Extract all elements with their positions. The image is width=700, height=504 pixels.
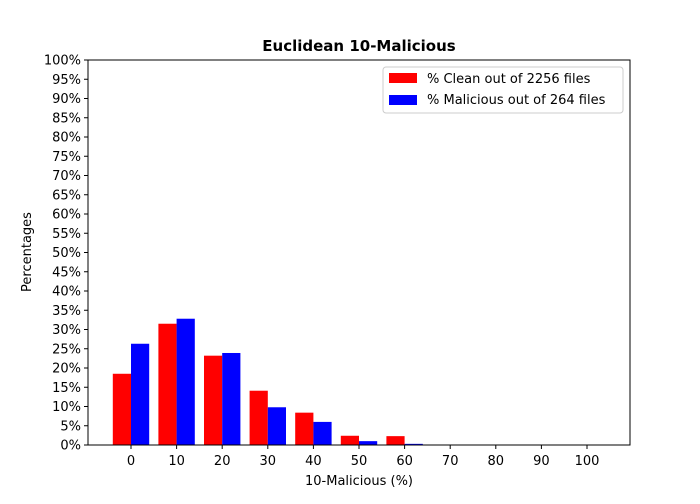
y-tick-label: 60% — [52, 208, 81, 223]
y-tick-label: 100% — [44, 54, 81, 69]
y-tick-label: 50% — [52, 246, 81, 261]
y-tick-label: 55% — [52, 227, 81, 242]
legend-label-malicious: % Malicious out of 264 files — [427, 93, 606, 108]
x-axis-label: 10-Malicious (%) — [305, 474, 413, 489]
y-tick-label: 25% — [52, 342, 81, 357]
y-tick-label: 85% — [52, 111, 81, 126]
x-tick-label: 30 — [260, 454, 277, 469]
x-tick-label: 60 — [396, 454, 413, 469]
y-tick-label: 95% — [52, 73, 81, 88]
y-tick-label: 10% — [52, 400, 81, 415]
x-tick-label: 70 — [442, 454, 459, 469]
x-tick-label: 0 — [127, 454, 135, 469]
legend-swatch-clean — [389, 73, 417, 83]
x-tick-label: 100 — [575, 454, 600, 469]
y-tick-label: 80% — [52, 131, 81, 146]
legend-label-clean: % Clean out of 2256 files — [427, 72, 591, 87]
bar-clean-30 — [249, 390, 268, 445]
y-tick-label: 5% — [60, 419, 81, 434]
bar-malicious-0 — [131, 343, 150, 445]
y-tick-label: 40% — [52, 285, 81, 300]
y-tick-label: 65% — [52, 188, 81, 203]
legend-swatch-malicious — [389, 95, 417, 105]
y-tick-label: 30% — [52, 323, 81, 338]
y-tick-label: 90% — [52, 92, 81, 107]
bar-clean-20 — [204, 355, 223, 445]
bar-malicious-20 — [222, 352, 241, 445]
x-tick-label: 90 — [533, 454, 550, 469]
legend: % Clean out of 2256 files % Malicious ou… — [382, 66, 624, 114]
bar-clean-10 — [158, 323, 177, 445]
bar-malicious-40 — [313, 421, 332, 445]
x-tick-label: 40 — [305, 454, 322, 469]
y-axis: 0% 5% 10% 15% 20% 25% 30% 35% 40% 45% 50% 55% 60% 65%… — [44, 54, 88, 454]
x-tick-label: 50 — [351, 454, 368, 469]
bar-clean-0 — [112, 373, 131, 445]
x-tick-label: 20 — [214, 454, 231, 469]
legend-box — [382, 66, 624, 114]
y-tick-label: 35% — [52, 304, 81, 319]
bar-clean-40 — [295, 412, 314, 445]
chart-title: Euclidean 10-Malicious — [262, 37, 455, 55]
y-axis-label: Percentages — [20, 212, 35, 292]
y-tick-label: 70% — [52, 169, 81, 184]
y-tick-label: 0% — [60, 439, 81, 454]
x-tick-label: 80 — [488, 454, 505, 469]
bar-malicious-60 — [404, 443, 423, 445]
y-tick-label: 15% — [52, 381, 81, 396]
bar-clean-60 — [386, 436, 405, 445]
bar-malicious-10 — [176, 318, 195, 445]
x-tick-label: 10 — [168, 454, 185, 469]
bar-malicious-30 — [267, 407, 286, 445]
bar-clean-50 — [340, 435, 359, 445]
bars-group — [112, 318, 423, 445]
y-tick-label: 45% — [52, 265, 81, 280]
y-tick-label: 75% — [52, 150, 81, 165]
bar-malicious-50 — [359, 441, 378, 445]
y-tick-label: 20% — [52, 362, 81, 377]
x-axis: 0 10 20 30 40 50 60 70 80 90 100 — [127, 445, 600, 469]
